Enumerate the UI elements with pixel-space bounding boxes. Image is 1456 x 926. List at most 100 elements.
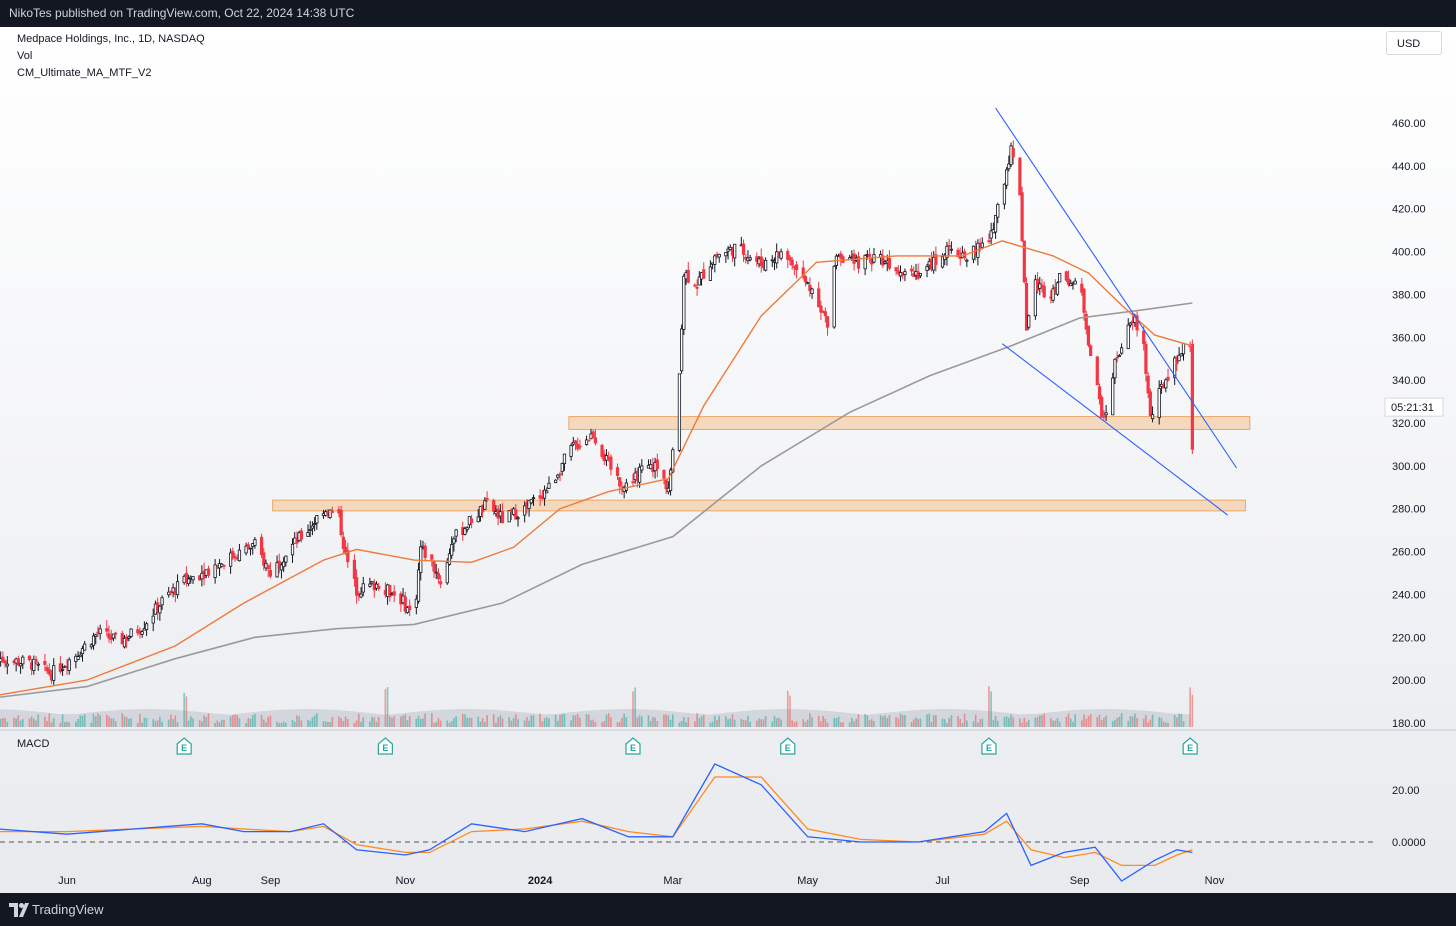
candle-body[interactable] (237, 549, 242, 562)
candle-body[interactable] (58, 663, 62, 672)
candle-body[interactable] (1080, 283, 1084, 293)
candle-body[interactable] (516, 517, 520, 520)
candle-body[interactable] (36, 663, 40, 666)
candle-body[interactable] (638, 466, 642, 483)
candle-body[interactable] (246, 544, 250, 550)
candle-body[interactable] (527, 499, 531, 509)
candle-body[interactable] (680, 328, 684, 372)
candle-body[interactable] (306, 532, 310, 537)
candle-body[interactable] (1120, 347, 1124, 354)
currency-button[interactable]: USD (1386, 31, 1442, 55)
candle-body[interactable] (160, 597, 164, 606)
candle-body[interactable] (1082, 288, 1086, 313)
candle-body[interactable] (825, 316, 830, 328)
candle-body[interactable] (909, 268, 914, 272)
candle-body[interactable] (693, 284, 697, 287)
candle-body[interactable] (788, 257, 792, 261)
candle-body[interactable] (52, 665, 56, 681)
candle-body[interactable] (368, 583, 372, 587)
candle-body[interactable] (310, 525, 315, 529)
candle-body[interactable] (1111, 377, 1115, 416)
candle-body[interactable] (1135, 315, 1139, 331)
candle-body[interactable] (996, 204, 1000, 218)
candle-body[interactable] (573, 440, 578, 445)
candle-body[interactable] (377, 585, 381, 590)
candle-body[interactable] (615, 467, 620, 476)
candle-body[interactable] (677, 373, 682, 451)
candle-body[interactable] (45, 667, 49, 672)
candle-body[interactable] (16, 658, 20, 666)
candle-body[interactable] (918, 273, 923, 277)
candle-body[interactable] (151, 615, 155, 624)
candle-body[interactable] (392, 591, 396, 596)
candle-body[interactable] (1011, 148, 1015, 158)
candle-body[interactable] (454, 529, 458, 537)
candle-body[interactable] (279, 564, 284, 571)
earnings-icon[interactable] (176, 737, 192, 755)
candle-body[interactable] (83, 643, 87, 651)
candle-body[interactable] (1115, 356, 1119, 359)
candle-body[interactable] (1040, 284, 1044, 287)
candle-body[interactable] (863, 254, 867, 270)
candle-body[interactable] (469, 518, 474, 524)
candle-body[interactable] (244, 545, 248, 554)
trendline[interactable] (1001, 343, 1229, 516)
support-zone[interactable] (568, 416, 1251, 430)
candle-body[interactable] (436, 573, 441, 580)
time-axis[interactable]: Jun Aug Sep Nov 2024 Mar May Jul Sep Nov (58, 875, 1225, 887)
candle-body[interactable] (268, 570, 273, 577)
candle-body[interactable] (18, 663, 23, 667)
candle-body[interactable] (682, 275, 686, 330)
candle-body[interactable] (775, 251, 779, 264)
candle-body[interactable] (578, 445, 582, 448)
candle-body[interactable] (430, 554, 434, 560)
candle-body[interactable] (668, 469, 673, 492)
candle-body[interactable] (562, 453, 567, 465)
candle-body[interactable] (485, 497, 489, 500)
candle-body[interactable] (733, 243, 737, 259)
candle-body[interactable] (21, 656, 25, 665)
candle-body[interactable] (222, 564, 226, 567)
candle-body[interactable] (107, 633, 111, 639)
candle-body[interactable] (275, 562, 279, 578)
candle-body[interactable] (1055, 282, 1060, 295)
candle-body[interactable] (832, 265, 836, 328)
candle-body[interactable] (1022, 240, 1026, 283)
candle-body[interactable] (708, 266, 712, 281)
candle-body[interactable] (554, 479, 558, 484)
candle-body[interactable] (662, 469, 666, 479)
candle-body[interactable] (956, 249, 960, 258)
candle-body[interactable] (1051, 288, 1055, 301)
candle-body[interactable] (556, 474, 560, 478)
candle-body[interactable] (452, 538, 456, 544)
candle-body[interactable] (34, 659, 38, 663)
candle-body[interactable] (993, 215, 998, 233)
earnings-icon[interactable] (981, 737, 997, 755)
candle-body[interactable] (388, 585, 392, 598)
candle-body[interactable] (587, 439, 591, 442)
candle-body[interactable] (1027, 315, 1031, 328)
candle-body[interactable] (569, 445, 573, 457)
legend-vol[interactable]: Vol (17, 50, 33, 62)
candle-body[interactable] (1179, 353, 1183, 357)
candle-body[interactable] (1033, 279, 1037, 317)
candle-body[interactable] (60, 668, 65, 671)
candle-body[interactable] (414, 598, 418, 608)
candle-body[interactable] (1181, 342, 1186, 355)
candle-body[interactable] (514, 509, 518, 520)
candle-body[interactable] (122, 637, 127, 648)
candle-body[interactable] (686, 269, 690, 283)
candle-body[interactable] (1084, 313, 1088, 330)
candle-body[interactable] (465, 527, 469, 530)
candle-body[interactable] (1097, 386, 1102, 400)
candle-body[interactable] (1113, 358, 1117, 379)
candle-body[interactable] (1042, 285, 1046, 298)
earnings-icon[interactable] (780, 737, 796, 755)
candle-body[interactable] (76, 656, 80, 660)
candle-body[interactable] (584, 439, 589, 445)
candle-body[interactable] (284, 555, 288, 563)
candle-body[interactable] (808, 284, 812, 291)
candle-body[interactable] (1142, 330, 1146, 344)
candle-body[interactable] (492, 500, 496, 512)
candle-body[interactable] (545, 490, 549, 494)
